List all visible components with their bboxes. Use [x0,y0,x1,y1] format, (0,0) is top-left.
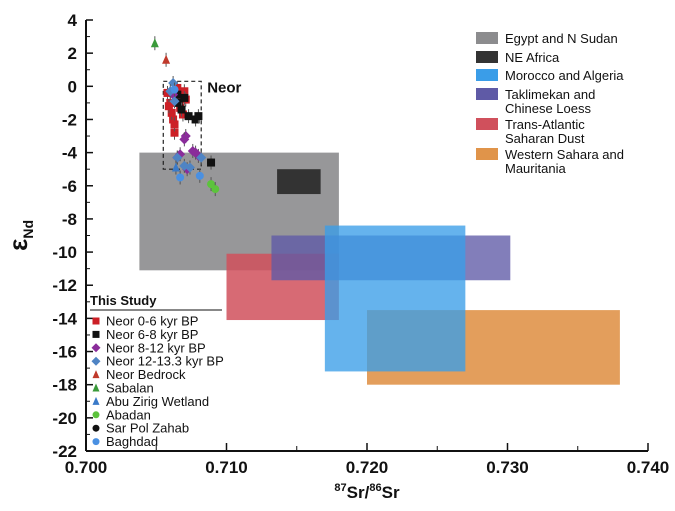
y-tick-label: -4 [62,144,78,163]
x-tick-label: 0.740 [627,458,670,477]
point-baghdad [170,85,179,94]
point-neor-12-13-3-kyr-bp [184,162,195,173]
legend-label-baghdad: Baghdad [106,434,158,449]
source-fields [139,152,620,385]
legend-label-neor-6-8-kyr-bp: Neor 6-8 kyr BP [106,327,198,342]
point-neor-0-6-kyr-bp [167,108,176,117]
point-neor-6-8-kyr-bp [184,112,193,121]
point-neor-12-13-3-kyr-bp [196,152,207,163]
legend-marker-neor-bedrock [92,370,100,379]
y-tick-label: -18 [52,376,77,395]
point-sar-pol-zahab [207,158,216,167]
point-abadan [211,185,220,194]
legend-marker-sabalan [92,383,100,392]
point-neor-0-6-kyr-bp [178,110,187,119]
legend-swatch-morocco-and-algeria [476,69,498,81]
axes: 4 2 0 -2 -4 -6 -8 -10 -12 -14 -16 -18 -20 -220.700 0.7… [52,11,669,477]
y-tick-label: -14 [52,309,77,328]
legend-label-abadan: Abadan [106,407,151,422]
x-tick-label: 0.720 [346,458,389,477]
point-neor-6-8-kyr-bp [177,105,186,114]
point-neor-8-12-kyr-bp [179,134,190,145]
legend-label-abu-zirig-wetland: Abu Zirig Wetland [106,394,209,409]
x-tick-label: 0.730 [486,458,529,477]
y-tick-label: -16 [52,343,77,362]
legend-label-neor-12-13-3-kyr-bp: Neor 12-13.3 kyr BP [106,354,224,369]
field-morocco-and-algeria [324,225,466,372]
point-neor-bedrock [162,54,171,64]
point-neor-0-6-kyr-bp [170,120,179,129]
field-ne-africa [277,169,321,195]
legend-label-neor-8-12-kyr-bp: Neor 8-12 kyr BP [106,340,206,355]
legend-swatch-western-sahara-and-mauritania [476,148,498,160]
point-neor-6-8-kyr-bp [180,93,189,102]
legend-label-egypt-and-n-sudan: Egypt and N Sudan [505,31,618,46]
point-neor-0-6-kyr-bp [170,128,179,137]
fields-legend: Egypt and N Sudan NE Africa Morocco and Al… [476,31,624,176]
neor-label: Neor [207,79,241,96]
y-tick-label: -10 [52,243,77,262]
legend-label-western-sahara-and-mauritania: Western Sahara and [505,147,624,162]
x-tick-label: 0.700 [65,458,108,477]
y-tick-label: -20 [52,409,77,428]
legend-label-trans-atlantic-saharan-dust: Saharan Dust [505,131,585,146]
point-baghdad [195,171,204,180]
legend-marker-neor-8-12-kyr-bp [91,343,101,353]
legend-label-ne-africa: NE Africa [505,50,560,65]
y-tick-label: -2 [62,110,77,129]
y-tick-label: 2 [68,44,77,63]
legend-label-neor-0-6-kyr-bp: Neor 0-6 kyr BP [106,314,198,329]
y-tick-label: -8 [62,210,77,229]
legend-title: This Study [90,293,157,308]
point-abu-zirig-wetland [171,162,180,172]
x-tick-label: 0.710 [205,458,248,477]
legend-swatch-taklimekan-and-chinese-loess [476,88,498,100]
legend-label-western-sahara-and-mauritania: Mauritania [505,161,566,176]
point-neor-0-6-kyr-bp [164,102,173,111]
y-tick-label: 0 [68,77,77,96]
point-neor-12-13-3-kyr-bp [169,96,180,107]
neor-annotation: Neor [162,79,242,170]
point-neor-6-8-kyr-bp [194,112,203,121]
y-tick-label: -6 [62,177,77,196]
legend-marker-neor-12-13-3-kyr-bp [91,356,101,366]
legend-label-morocco-and-algeria: Morocco and Algeria [505,68,624,83]
legend-marker-sar-pol-zahab [92,424,100,432]
legend-marker-neor-6-8-kyr-bp [92,330,100,338]
legend-marker-abu-zirig-wetland [92,396,100,405]
y-tick-label: -12 [52,276,77,295]
data-points [150,36,220,197]
point-baghdad [176,173,185,182]
legend-label-neor-bedrock: Neor Bedrock [106,367,186,382]
point-neor-6-8-kyr-bp [174,98,183,107]
y-tick-label: -22 [52,442,77,461]
point-neor-0-6-kyr-bp [169,115,178,124]
point-neor-8-12-kyr-bp [190,147,201,158]
legend-swatch-ne-africa [476,51,498,63]
legend-marker-baghdad [92,438,100,446]
legend-label-sabalan: Sabalan [106,381,154,396]
y-tick-label: 4 [68,11,78,30]
legend-label-taklimekan-and-chinese-loess: Chinese Loess [505,101,591,116]
legend-marker-neor-0-6-kyr-bp [92,317,100,325]
point-sabalan [150,38,159,48]
legend-label-trans-atlantic-saharan-dust: Trans-Atlantic [505,117,585,132]
legend-marker-abadan [92,411,100,419]
legend-swatch-egypt-and-n-sudan [476,32,498,44]
y-axis-label: εNd [3,220,36,251]
legend-swatch-trans-atlantic-saharan-dust [476,118,498,130]
legend-label-taklimekan-and-chinese-loess: Taklimekan and [505,87,595,102]
legend-label-sar-pol-zahab: Sar Pol Zahab [106,421,189,436]
point-neor-12-13-3-kyr-bp [172,152,183,163]
x-axis-label: 87Sr/86Sr [334,482,400,502]
